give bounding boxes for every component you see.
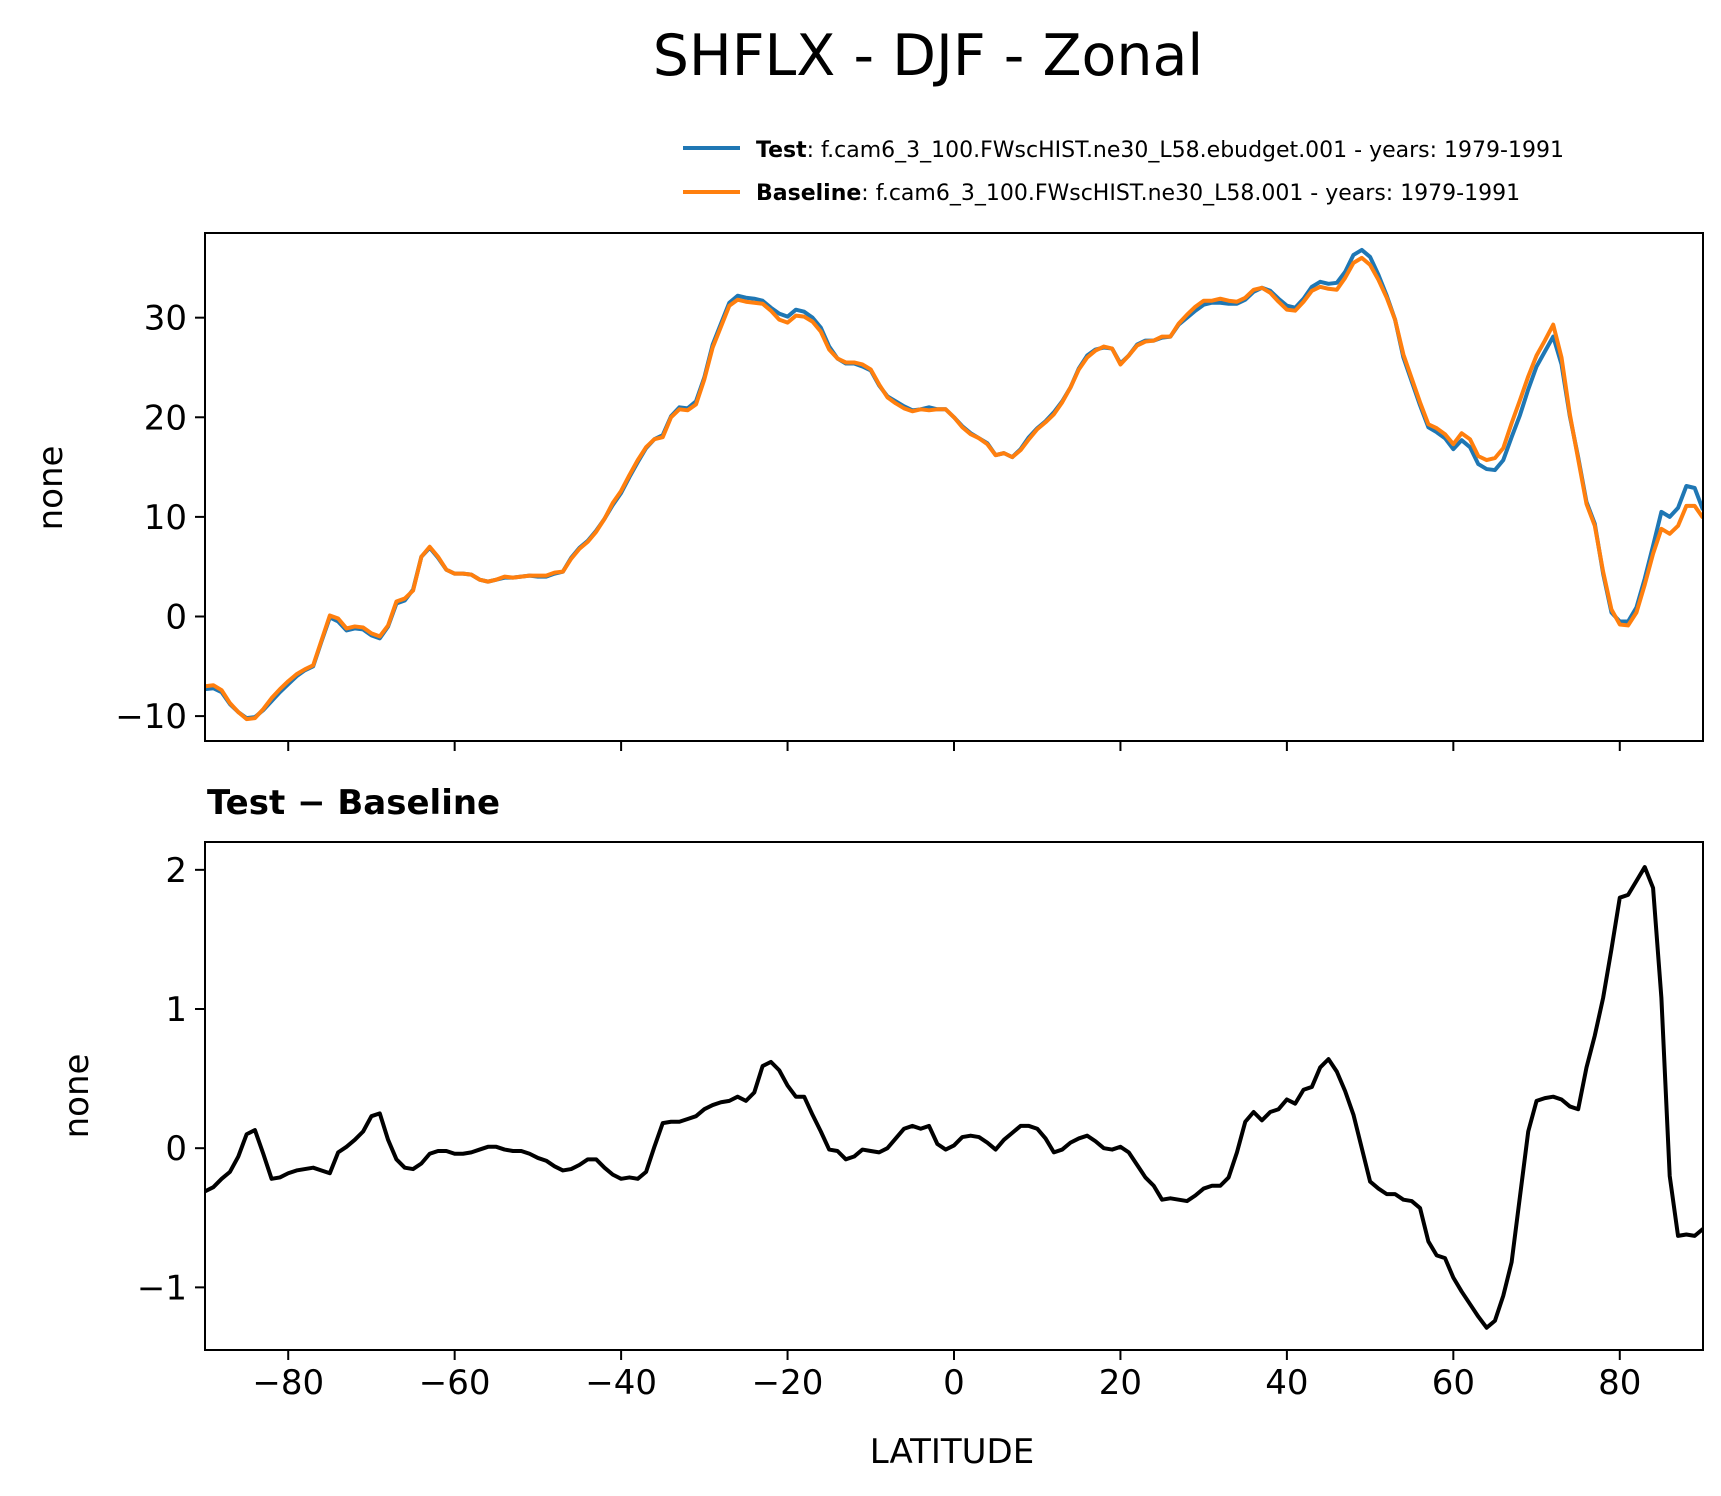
bottom-panel: Test − Baseline none LATITUDE −80 −60 −40 −… [57,783,1704,1472]
bottom-ytick-label: −1 [137,1268,187,1308]
bottom-ylabel: none [57,1054,97,1139]
bottom-xtick-label: 60 [1432,1363,1475,1403]
bottom-xtick-label: 20 [1099,1363,1142,1403]
bottom-xtick-label: −80 [252,1363,324,1403]
bottom-ytick-label: 0 [165,1129,187,1169]
top-ytick-label: 30 [144,299,187,339]
bottom-xlabel: LATITUDE [870,1432,1034,1472]
bottom-xtick-label: 40 [1265,1363,1308,1403]
top-ytick-label: 0 [165,597,187,637]
bottom-xtick-label: −20 [752,1363,824,1403]
top-ylabel: none [31,446,71,531]
bottom-panel-title: Test − Baseline [207,783,500,823]
top-panel: none −10 0 10 20 30 [31,232,1704,751]
top-ytick-label: 20 [144,398,187,438]
figure-title: SHFLX - DJF - Zonal [653,23,1204,89]
legend-baseline-label: Baseline: f.cam6_3_100.FWscHIST.ne30_L58… [756,181,1520,206]
bottom-ytick-label: 1 [165,990,187,1030]
legend-test-name: Test [756,138,807,163]
bottom-ytick-label: 2 [165,851,187,891]
top-ytick-label: 10 [144,498,187,538]
bottom-xtick-label: 0 [943,1363,965,1403]
bottom-xtick-label: −40 [585,1363,657,1403]
legend-baseline-name: Baseline [756,181,861,206]
bottom-xtick-label: −60 [419,1363,491,1403]
top-series-baseline [205,255,1703,722]
top-ytick-label: −10 [115,697,187,737]
legend-test-label: Test: f.cam6_3_100.FWscHIST.ne30_L58.ebu… [756,138,1564,163]
legend-test-desc: : f.cam6_3_100.FWscHIST.ne30_L58.ebudget… [807,138,1564,163]
legend: Test: f.cam6_3_100.FWscHIST.ne30_L58.ebu… [683,138,1564,206]
bottom-xtick-label: 80 [1598,1363,1641,1403]
bottom-series-test-baseline [205,865,1703,1330]
legend-baseline-desc: : f.cam6_3_100.FWscHIST.ne30_L58.001 - y… [861,181,1520,206]
